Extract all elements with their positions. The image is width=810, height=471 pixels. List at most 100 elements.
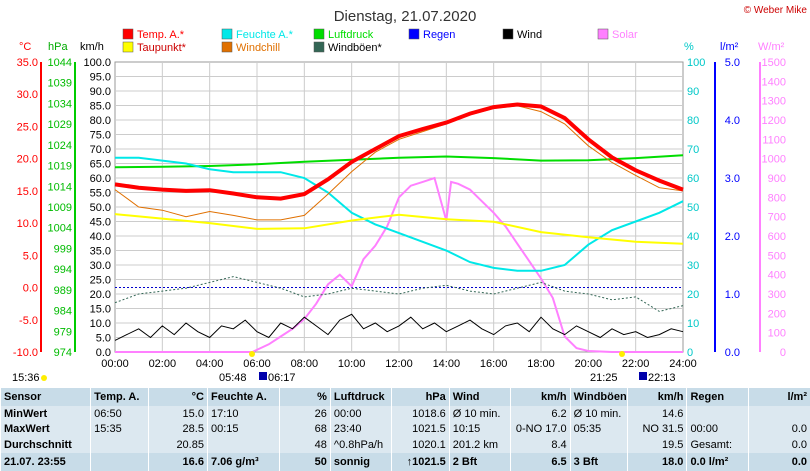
stats-cell: MinWert xyxy=(0,406,91,422)
stats-cell: Sensor xyxy=(0,388,91,407)
stats-table: Sensor Temp. A. °C Feuchte A.% Luftdruck hPa W… xyxy=(0,388,810,471)
pressure-tick-label: 1024 xyxy=(48,140,72,152)
stats-cell: 21.07. 23:55 xyxy=(0,452,91,471)
stats-cell: 18.0 xyxy=(627,452,687,471)
stats-cell: ^0.8hPa/h xyxy=(329,437,392,453)
stats-cell: 2 Bft xyxy=(448,452,511,471)
rain-tick-label: 4.0 xyxy=(725,115,740,127)
stats-cell: 0.0 xyxy=(747,421,810,438)
solar-tick-label: 100 xyxy=(768,328,786,340)
time-tick-label: 06:00 xyxy=(243,358,271,370)
solar-tick-label: 700 xyxy=(768,212,786,224)
stats-cell: km/h xyxy=(627,388,687,407)
legend-label: Wind xyxy=(517,29,542,41)
sunset-icon-label: 22:13 xyxy=(648,372,676,384)
stats-cell: 50 xyxy=(278,452,331,471)
moon-icon xyxy=(41,375,47,381)
wind-tick-label: 55.0 xyxy=(90,188,111,200)
time-tick-label: 02:00 xyxy=(149,358,177,370)
humidity-tick-label: 30 xyxy=(687,260,699,272)
rain-tick-label: 2.0 xyxy=(725,231,740,243)
temp-tick-label: 35.0 xyxy=(17,57,38,69)
pressure-tick-label: 1044 xyxy=(48,57,72,69)
stats-cell: Windböen xyxy=(569,388,628,407)
humidity-tick-label: 40 xyxy=(687,231,699,243)
stats-cell: 6.5 xyxy=(510,452,571,471)
pressure-tick-label: 999 xyxy=(54,243,72,255)
solar-tick-label: 1500 xyxy=(762,57,786,69)
pressure-tick-label: 994 xyxy=(54,264,72,276)
stats-cell: NO 31.5 xyxy=(627,421,687,438)
series-line-temp-a xyxy=(114,102,684,201)
temp-tick-label: 10.0 xyxy=(17,218,38,230)
solar-unit: W/m² xyxy=(758,41,785,53)
legend-label: Windchill xyxy=(236,42,280,54)
pressure-tick-label: 984 xyxy=(54,306,72,318)
pressure-tick-label: 1029 xyxy=(48,119,72,131)
stats-cell: 16.6 xyxy=(147,452,208,471)
stats-cell: 05:35 xyxy=(569,421,628,438)
wind-tick-label: 20.0 xyxy=(90,289,111,301)
stats-cell: ↑1021.5 xyxy=(391,452,450,471)
stats-cell: 00:15 xyxy=(206,421,280,438)
solar-tick-label: 900 xyxy=(768,173,786,185)
temp-tick-label: 0.0 xyxy=(23,283,38,295)
stats-cell: l/m² xyxy=(747,388,810,407)
temp-tick-label: 25.0 xyxy=(17,121,38,133)
humidity-tick-label: 20 xyxy=(687,289,699,301)
weather-chart: Dienstag, 21.07.2020 © Weber Mike Temp. … xyxy=(12,5,808,384)
stats-cell: 7.06 g/m³ xyxy=(206,452,280,471)
stats-cell: 0.0 xyxy=(747,437,810,453)
stats-row: Durchschnitt 20.85 48 ^0.8hPa/h 1020.1 201.2 … xyxy=(0,437,810,453)
legend-label: Taupunkt* xyxy=(137,42,187,54)
stats-row: MaxWert 15:35 28.5 00:15 68 23:40 1021.5 10:15 0… xyxy=(0,421,810,438)
humidity-tick-label: 100 xyxy=(687,57,705,69)
stats-cell: 1018.6 xyxy=(391,406,450,422)
axis-units: °C hPa km/h % l/m² W/m² xyxy=(19,41,785,53)
wind-tick-label: 10.0 xyxy=(90,318,111,330)
sunset-icon xyxy=(639,372,647,380)
pressure-tick-label: 974 xyxy=(54,347,72,359)
legend-swatch xyxy=(408,28,420,40)
stats-cell xyxy=(206,437,280,453)
sunrise-icon xyxy=(259,372,267,380)
solar-tick-label: 300 xyxy=(768,289,786,301)
legend-label: Temp. A.* xyxy=(137,29,185,41)
axis-ticks: 35.0 30.0 25.0 20.0 15.0 10.0 5.0 0.0 -5.0 -10.0 1… xyxy=(13,57,786,370)
series-line-luftdruck xyxy=(114,154,684,169)
pressure-unit: hPa xyxy=(48,41,68,53)
series-line-wind xyxy=(114,313,684,341)
solar-tick-label: 0 xyxy=(780,347,786,359)
pressure-tick-label: 989 xyxy=(54,285,72,297)
legend-label: Luftdruck xyxy=(328,29,374,41)
stats-cell: Durchschnitt xyxy=(0,437,91,453)
copyright-text: © Weber Mike xyxy=(744,5,808,16)
solar-tick-label: 500 xyxy=(768,250,786,262)
stats-cell: Regen xyxy=(686,388,749,407)
temp-tick-label: -10.0 xyxy=(13,347,38,359)
temp-tick-label: 20.0 xyxy=(17,154,38,166)
stats-cell xyxy=(90,452,149,471)
series-line-solar xyxy=(115,176,683,353)
stats-cell: 8.4 xyxy=(510,437,571,453)
wind-tick-label: 60.0 xyxy=(90,173,111,185)
sun-times: 15:36 05:48 06:17 21:25 22:13 xyxy=(12,351,676,384)
legend-label: Regen xyxy=(423,29,455,41)
stats-cell: 00:00 xyxy=(329,406,392,422)
pressure-tick-label: 1019 xyxy=(48,161,72,173)
stats-cell: Temp. A. xyxy=(90,388,149,407)
grid-lines xyxy=(115,62,683,352)
wind-tick-label: 80.0 xyxy=(90,115,111,127)
stats-cell: 201.2 km xyxy=(448,437,511,453)
pressure-tick-label: 1014 xyxy=(48,181,72,193)
time-tick-label: 24:00 xyxy=(669,358,697,370)
wind-tick-label: 25.0 xyxy=(90,275,111,287)
sunrise-icon-label: 06:17 xyxy=(268,372,296,384)
rain-tick-label: 0.0 xyxy=(725,347,740,359)
legend-label: Solar xyxy=(612,29,638,41)
stats-cell: 19.5 xyxy=(627,437,687,453)
time-tick-label: 12:00 xyxy=(385,358,413,370)
series-line-windchill xyxy=(114,105,684,221)
stats-cell: 14.6 xyxy=(627,406,687,422)
stats-cell: 3 Bft xyxy=(569,452,628,471)
